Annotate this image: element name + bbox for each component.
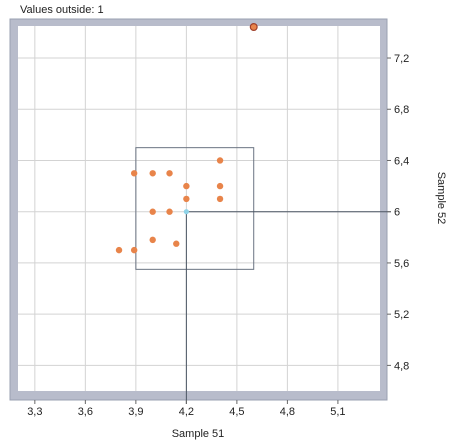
selection-box (135, 147, 255, 270)
x-tick-label: 5,1 (330, 406, 345, 418)
data-point[interactable] (149, 208, 156, 215)
x-tick-label: 4,2 (179, 406, 194, 418)
selection-rectangle[interactable] (135, 147, 255, 270)
x-axis-ticks: 3,3 3,6 3,9 4,2 4,5 4,8 5,1 (27, 400, 346, 418)
data-point[interactable] (166, 208, 173, 215)
data-point[interactable] (216, 182, 224, 190)
data-point[interactable] (130, 170, 138, 177)
y-tick-label: 4,8 (394, 360, 409, 372)
grid (18, 26, 380, 391)
y-axis-label: Sample 52 (435, 172, 447, 225)
y-tick-label: 6 (394, 207, 400, 219)
data-point[interactable] (216, 195, 224, 203)
points-layer (115, 23, 258, 254)
y-tick-label: 5,2 (394, 309, 409, 321)
y-tick-label: 6,8 (394, 104, 409, 116)
y-tick-label: 6,4 (394, 155, 409, 167)
y-tick-label: 7,2 (394, 53, 409, 65)
crosshair (185, 211, 391, 404)
x-axis-label: Sample 51 (172, 428, 225, 440)
x-tick-label: 3,6 (78, 406, 93, 418)
data-point[interactable] (173, 240, 180, 247)
data-point[interactable] (166, 170, 173, 177)
highlighted-point[interactable] (183, 209, 189, 215)
x-tick-label: 4,8 (280, 406, 295, 418)
x-tick-label: 4,5 (229, 406, 244, 418)
outlier-point[interactable] (249, 23, 258, 32)
x-tick-label: 3,3 (27, 406, 42, 418)
data-point[interactable] (216, 157, 224, 164)
data-point[interactable] (149, 236, 156, 244)
y-axis-ticks: 4,8 5,2 5,6 6 6,4 6,8 7,2 (387, 53, 409, 372)
data-point[interactable] (183, 195, 190, 203)
data-point[interactable] (183, 182, 190, 190)
data-point[interactable] (115, 246, 123, 254)
data-point[interactable] (149, 170, 156, 177)
data-point[interactable] (130, 246, 138, 254)
y-tick-label: 5,6 (394, 258, 409, 270)
values-outside-label: Values outside: 1 (20, 4, 104, 16)
plot-area[interactable] (18, 26, 380, 391)
x-tick-label: 3,9 (128, 406, 143, 418)
